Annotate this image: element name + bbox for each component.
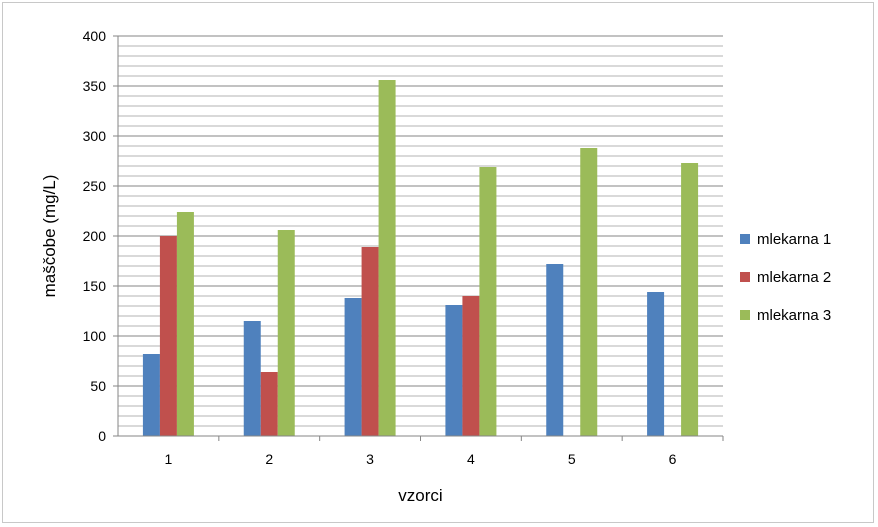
bar-mlekarna-3-sample-5 [580,148,598,436]
x-tick-label: 4 [467,451,475,467]
legend-label: mlekarna 1 [757,231,831,248]
y-tick-label: 150 [83,278,107,294]
y-tick-label: 50 [90,378,106,394]
bar-mlekarna-1-sample-1 [142,354,160,436]
x-tick-label: 3 [366,451,374,467]
bar-mlekarna-3-sample-2 [277,230,295,436]
legend: mlekarna 1 mlekarna 2 mlekarna 3 [740,231,831,324]
bar-mlekarna-2-sample-4 [462,296,480,436]
legend-label: mlekarna 2 [757,269,831,286]
y-tick-label: 250 [83,178,107,194]
bar-mlekarna-3-sample-4 [479,167,497,436]
bar-mlekarna-3-sample-3 [378,80,396,436]
tick-labels: 0 50 100 150 200 250 300 350 400 1 2 3 4 5 6 [83,28,677,467]
bar-mlekarna-1-sample-6 [647,292,665,436]
x-tick-label: 6 [669,451,677,467]
legend-swatch [740,272,750,282]
y-tick-label: 0 [98,428,106,444]
bar-mlekarna-3-sample-1 [176,212,194,436]
bar-chart: 0 50 100 150 200 250 300 350 400 1 2 3 4 5 6 maščobe (… [40,28,831,505]
bar-mlekarna-1-sample-4 [445,305,463,436]
bar-mlekarna-2-sample-2 [260,372,278,436]
legend-label: mlekarna 3 [757,307,831,324]
bar-mlekarna-1-sample-3 [344,298,362,436]
y-tick-label: 300 [83,128,107,144]
bar-mlekarna-2-sample-3 [361,247,379,436]
bar-mlekarna-2-sample-1 [159,236,177,436]
bar-mlekarna-1-sample-2 [243,321,261,436]
bars [142,80,699,436]
y-tick-label: 350 [83,78,107,94]
bar-mlekarna-3-sample-6 [681,163,699,436]
x-tick-label: 2 [265,451,273,467]
legend-swatch [740,310,750,320]
legend-swatch [740,234,750,244]
x-tick-label: 1 [165,451,173,467]
gridlines [118,35,723,437]
bar-mlekarna-1-sample-5 [546,264,564,436]
x-tick-label: 5 [568,451,576,467]
y-tick-label: 400 [83,28,107,44]
y-tick-label: 200 [83,228,107,244]
y-axis-title: maščobe (mg/L) [40,175,59,298]
axes [113,35,724,441]
x-axis-title: vzorci [398,486,442,505]
y-tick-label: 100 [83,328,107,344]
